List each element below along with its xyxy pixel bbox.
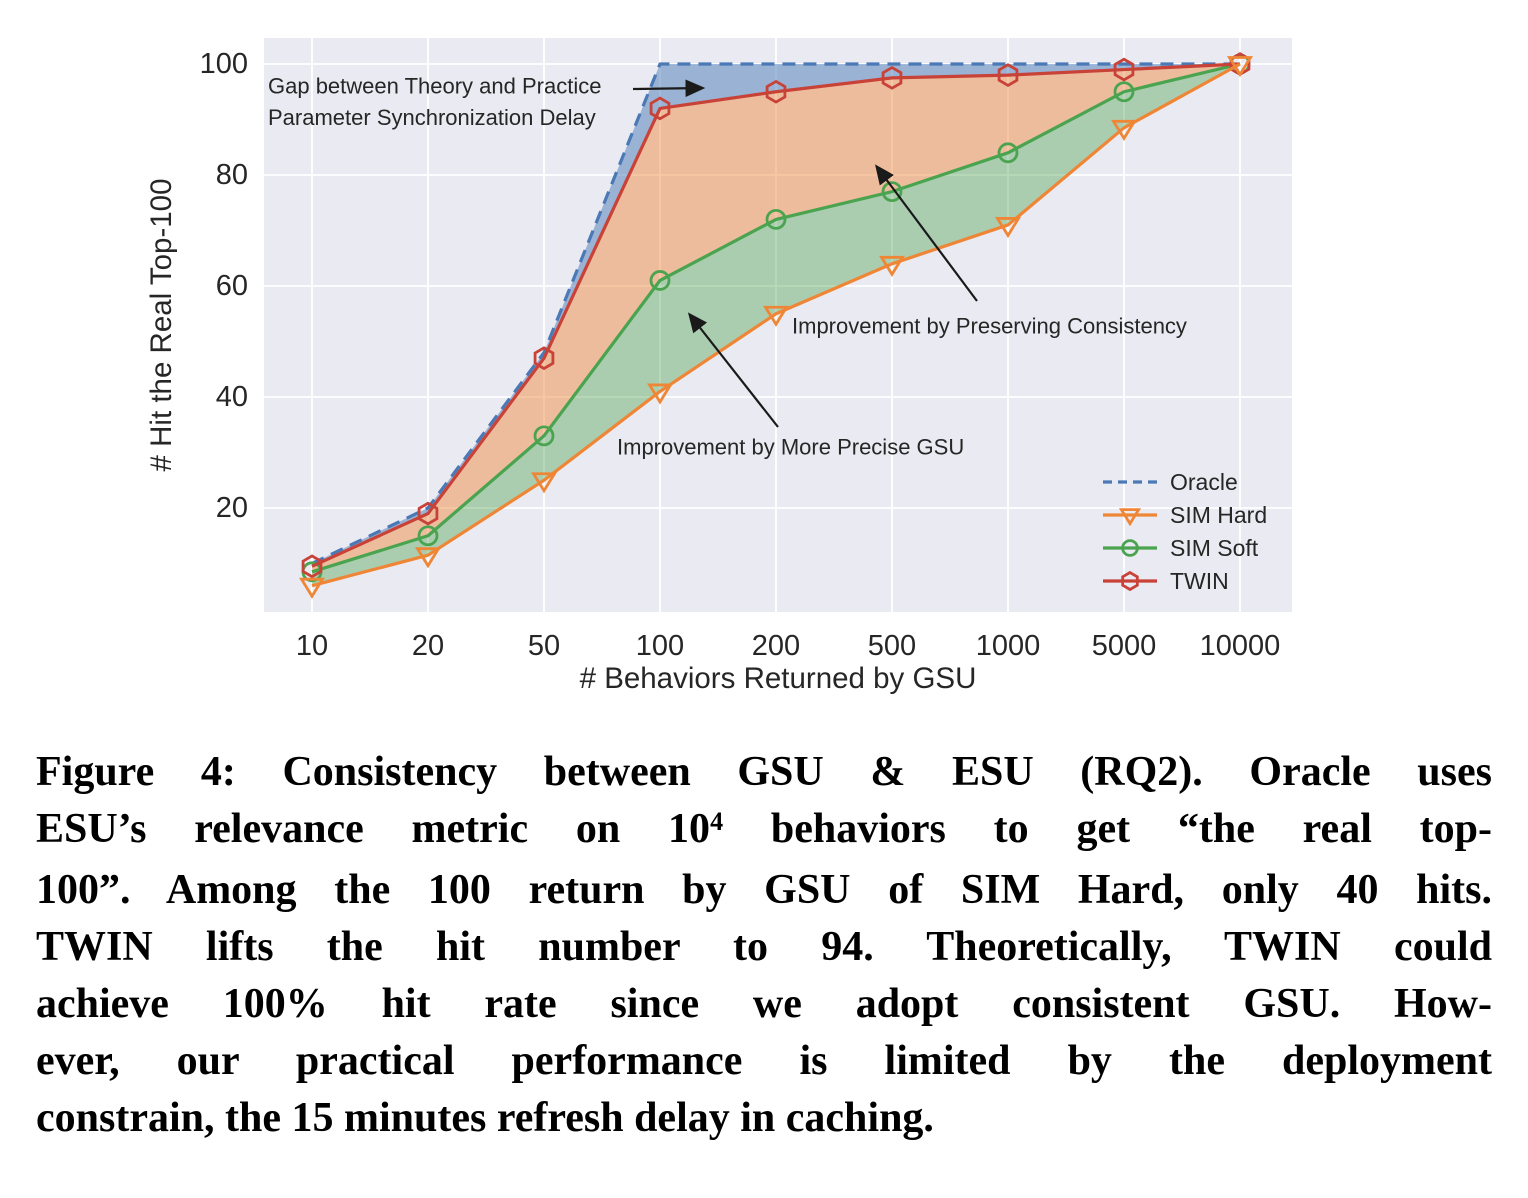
marker-hexagon [881,65,903,90]
x-tick-label: 200 [752,630,800,662]
caption-text: constrain, the 15 minutes refresh delay … [36,1095,934,1141]
marker-circle [1113,81,1135,103]
marker-triangle-down [878,255,906,277]
x-axis-label: # Behaviors Returned by GSU [580,662,977,695]
chart-canvas: 20 40 60 80 100 10 20 50 100 200 500 1000 5000 10000 #… [145,38,1292,695]
annotation-improvement-consistency: Improvement by Preserving Consistency [792,164,1187,339]
marker-hexagon [417,501,439,526]
marker-triangle-down [994,217,1022,239]
marker-circle [1121,539,1139,557]
series-line [311,62,1241,574]
x-tick-label: 50 [528,630,560,662]
caption-text: ever, our practical performance is limit… [36,1038,1492,1084]
annotation-text: Improvement by More Precise GSU [617,435,964,460]
annotation-gap-theory-practice: Gap between Theory and Practice Parameter… [268,74,706,130]
legend-item-oracle: Oracle [1103,469,1238,495]
x-tick-label: 5000 [1092,630,1157,662]
legend: Oracle SIM Hard SIM Soft TWIN [1103,469,1267,594]
series-sim-hard [298,56,1254,599]
y-tick-label: 80 [216,159,248,191]
series-line [311,62,1240,565]
x-tick-label: 20 [412,630,444,662]
x-tick-label: 1000 [976,630,1041,662]
legend-item-sim-soft: SIM Soft [1103,535,1259,561]
legend-item-sim-hard: SIM Hard [1103,502,1267,528]
caption-text: 100”. Among the 100 return by GSU of SIM… [36,867,1492,913]
caption-text: ESU’s relevance metric on 10 [36,806,711,852]
series-oracle [311,62,1240,565]
figure-caption: Figure 4: Consistency between GSU & ESU … [36,744,1492,1147]
annotation-text: Gap between Theory and Practice [268,74,601,99]
marker-hexagon [301,554,323,579]
fill-region-improvement-consistency [312,64,1240,572]
y-tick-label: 100 [200,48,248,80]
fill-regions [312,64,1240,586]
caption-line: Figure 4: Consistency between GSU & ESU … [36,744,1492,801]
x-tick-label: 500 [868,630,916,662]
marker-hexagon [649,96,671,121]
series-line [311,62,1241,588]
marker-circle [649,270,671,291]
marker-triangle-down [1118,508,1142,527]
marker-triangle-down [414,547,442,569]
legend-item-label: TWIN [1170,568,1229,594]
y-tick-label: 20 [216,492,248,524]
caption-line: ever, our practical performance is limit… [36,1033,1492,1090]
annotation-improvement-precision: Improvement by More Precise GSU [617,312,964,460]
marker-triangle-down [646,383,674,405]
annotation-arrow [875,164,978,302]
marker-hexagon [765,79,787,104]
marker-circle [417,525,439,547]
legend-item-label: SIM Hard [1170,502,1267,528]
marker-triangle-down [762,305,790,327]
caption-text: Figure 4: Consistency between GSU & ESU … [36,749,1492,795]
marker-triangle-down [298,577,326,599]
caption-line: TWIN lifts the hit number to 94. Theoret… [36,919,1492,976]
marker-hexagon [1121,570,1139,592]
marker-hexagon [1113,57,1135,82]
annotation-arrow [687,312,779,428]
caption-line: ESU’s relevance metric on 104 behaviors … [36,801,1492,862]
caption-text: TWIN lifts the hit number to 94. Theoret… [36,924,1492,970]
annotation-arrow [632,79,706,98]
marker-circle [765,208,787,230]
fill-region-improvement-precision [312,64,1240,586]
annotation-text: Improvement by Preserving Consistency [792,314,1187,339]
y-tick-label: 60 [216,270,248,302]
marker-triangle-down [1226,56,1254,78]
series-line [311,62,1241,568]
legend-item-label: SIM Soft [1170,535,1259,561]
axis-ticks: 20 40 60 80 100 10 20 50 100 200 500 1000 5000 10000 [200,48,1281,662]
x-tick-label: 10000 [1200,630,1281,662]
marker-circle [533,425,555,447]
caption-text: achieve 100% hit rate since we adopt con… [36,981,1492,1027]
marker-triangle-down [530,472,558,494]
annotation-text: Parameter Synchronization Delay [268,105,596,130]
y-tick-label: 40 [216,381,248,413]
caption-line: 100”. Among the 100 return by GSU of SIM… [36,862,1492,919]
marker-hexagon [533,346,555,371]
marker-triangle-down [1110,119,1138,141]
legend-item-label: Oracle [1170,469,1238,495]
caption-line: constrain, the 15 minutes refresh delay … [36,1090,1492,1147]
caption-superscript: 4 [710,806,724,836]
x-tick-label: 100 [636,630,684,662]
caption-text: behaviors to get “the real top- [723,806,1492,852]
marker-hexagon [997,63,1019,88]
marker-circle [997,142,1019,164]
x-tick-label: 10 [296,630,328,662]
caption-line: achieve 100% hit rate since we adopt con… [36,976,1492,1033]
legend-item-twin: TWIN [1103,568,1229,594]
y-axis-label: # Hit the Real Top-100 [145,179,178,472]
